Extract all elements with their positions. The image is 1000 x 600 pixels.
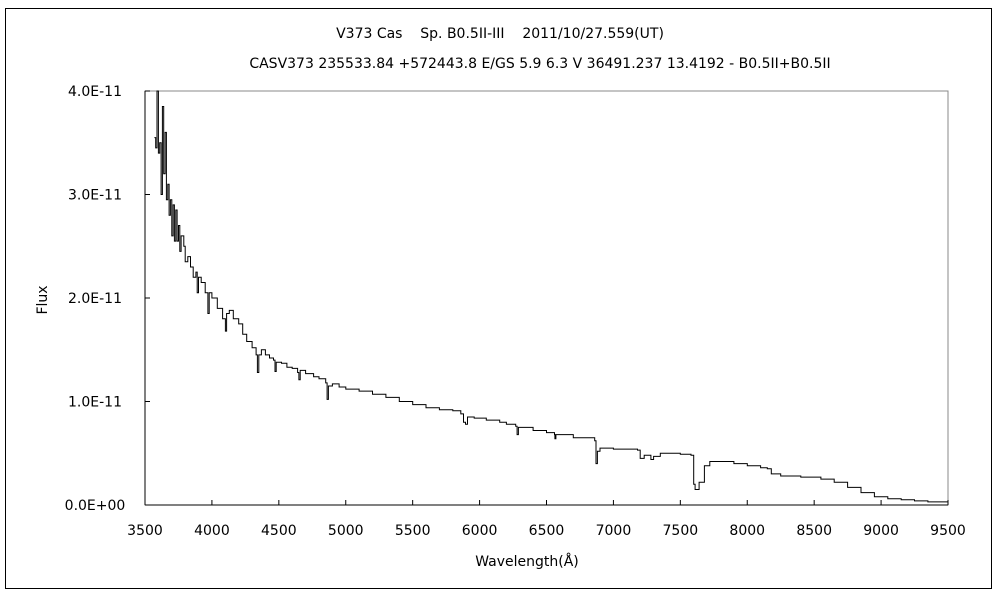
x-tick-label: 7000 (596, 523, 632, 539)
x-tick-label: 5000 (328, 523, 364, 539)
x-tick-label: 9500 (930, 523, 966, 539)
x-tick-label: 4000 (194, 523, 230, 539)
x-tick-label: 6000 (462, 523, 498, 539)
spectrum-line (154, 90, 949, 503)
y-tick-label: 1.0E-11 (68, 395, 122, 411)
x-tick-label: 6500 (529, 523, 565, 539)
chart-subtitle: CASV373 235533.84 +572443.8 E/GS 5.9 6.3… (249, 56, 830, 72)
plot-area (144, 90, 949, 506)
y-tick-label: 3.0E-11 (68, 188, 122, 204)
x-axis-label: Wavelength(Å) (475, 553, 579, 570)
x-tick-label: 4500 (261, 523, 297, 539)
x-tick-label: 8500 (796, 523, 832, 539)
y-axis-label: Flux (35, 285, 51, 314)
y-tick-label: 4.0E-11 (68, 84, 122, 100)
x-tick-label: 8000 (729, 523, 765, 539)
x-tick-label: 7500 (663, 523, 699, 539)
y-tick-label: 2.0E-11 (68, 291, 122, 307)
chart-frame (5, 8, 992, 589)
y-tick-label: 0.0E+00 (65, 498, 126, 514)
x-tick-label: 5500 (395, 523, 431, 539)
x-tick-label: 9000 (863, 523, 899, 539)
chart-title: V373 Cas Sp. B0.5II-III 2011/10/27.559(U… (336, 26, 664, 42)
x-tick-label: 3500 (127, 523, 163, 539)
